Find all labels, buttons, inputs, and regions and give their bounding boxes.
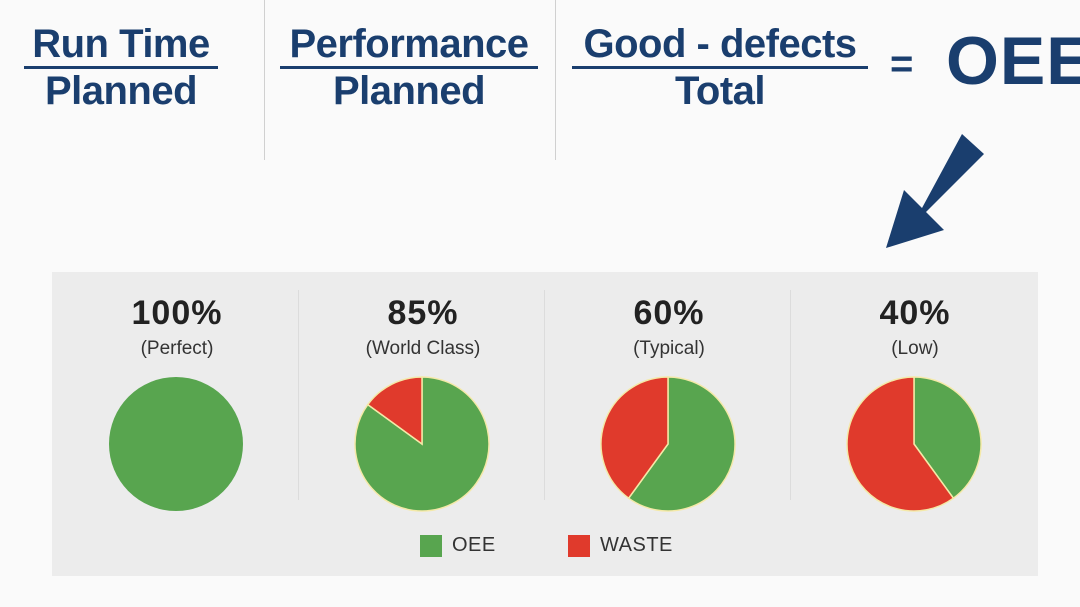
pie-chart-2: 60% (Typical)	[546, 272, 792, 522]
arrow-down-left-icon	[886, 134, 984, 248]
equals-sign: =	[890, 42, 914, 86]
legend-label-waste: WASTE	[600, 534, 673, 556]
pane-divider	[298, 290, 299, 500]
legend-label-oee: OEE	[452, 534, 496, 556]
legend-item-waste: WASTE	[568, 534, 673, 557]
pie-svg	[846, 376, 982, 512]
pie-slice-oee	[627, 376, 736, 512]
pie-category-label: (World Class)	[365, 338, 481, 359]
legend-swatch-oee	[420, 534, 442, 557]
pie-value-label: 40%	[879, 294, 951, 332]
pie-chart-1: 85% (World Class)	[300, 272, 546, 522]
pie-chart-0: 100% (Perfect)	[54, 272, 300, 522]
pie-slice-oee	[109, 377, 243, 511]
pie-slice-waste	[600, 376, 669, 500]
formula-divider	[264, 0, 265, 160]
legend-item-oee: OEE	[420, 534, 496, 557]
pie-value-label: 100%	[131, 294, 223, 332]
availability-numerator: Run Time	[24, 22, 218, 69]
quality-denominator: Total	[674, 69, 766, 113]
pie-category-label: (Typical)	[633, 338, 705, 359]
performance-fraction: Performance Planned	[280, 22, 538, 113]
availability-denominator: Planned	[44, 69, 198, 113]
pane-divider	[790, 290, 791, 500]
quality-fraction: Good - defects Total	[572, 22, 868, 113]
pie-chart-3: 40% (Low)	[792, 272, 1038, 522]
pie-slice-waste	[366, 376, 423, 446]
pie-svg	[109, 377, 243, 511]
chart-legend: OEE WASTE	[52, 534, 1038, 564]
pie-category-label: (Perfect)	[140, 338, 214, 359]
pie-svg	[600, 376, 736, 512]
availability-fraction: Run Time Planned	[24, 22, 218, 113]
pie-svg	[354, 376, 490, 512]
formula-divider	[555, 0, 556, 160]
quality-numerator: Good - defects	[572, 22, 868, 69]
performance-numerator: Performance	[280, 22, 538, 69]
pane-divider	[544, 290, 545, 500]
legend-swatch-waste	[568, 534, 590, 557]
pie-value-label: 85%	[387, 294, 459, 332]
oee-formula: Run Time Planned Performance Planned Goo…	[0, 0, 1080, 160]
pie-value-label: 60%	[633, 294, 705, 332]
pie-category-label: (Low)	[891, 338, 939, 359]
oee-benchmark-panel: OEE WASTE 100% (Perfect) 85% (World Class) 6…	[52, 272, 1038, 576]
performance-denominator: Planned	[332, 69, 486, 113]
oee-result-title: OEE	[946, 23, 1080, 99]
pie-slice-waste	[846, 376, 955, 512]
pie-slice-oee	[913, 376, 982, 500]
